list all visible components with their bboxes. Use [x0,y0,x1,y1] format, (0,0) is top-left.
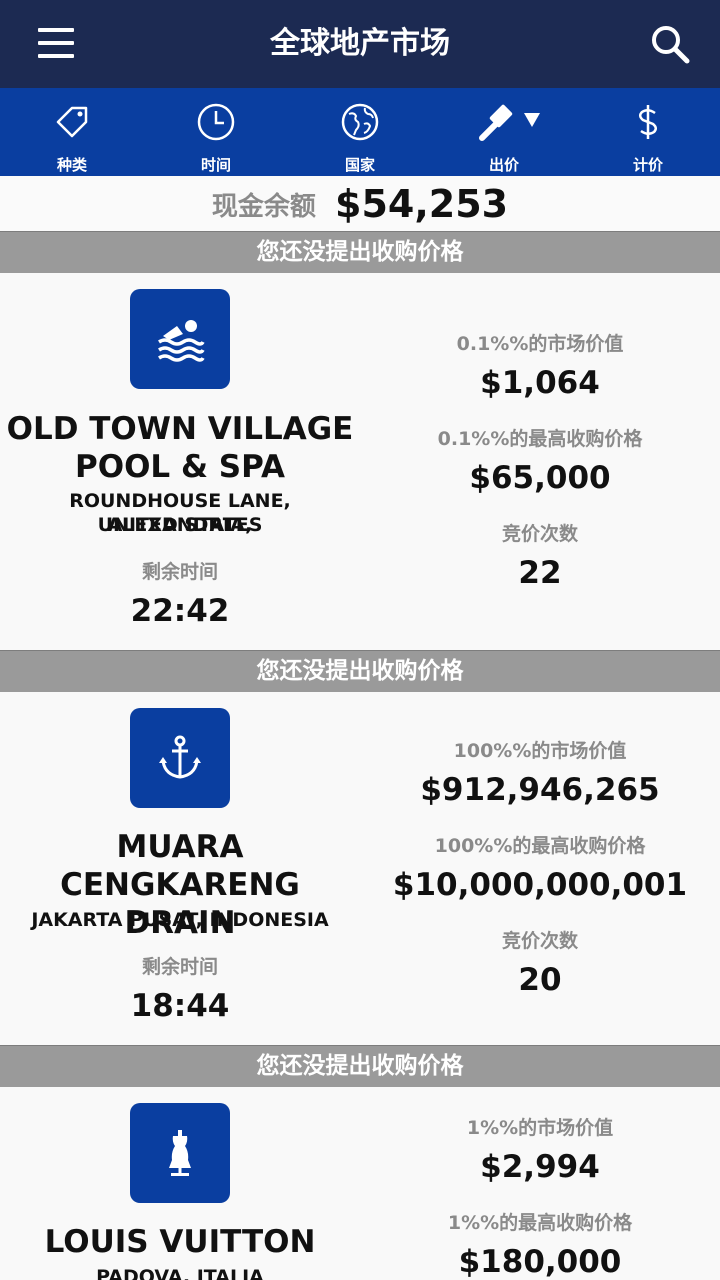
bid-count-label: 竞价次数 [360,519,720,546]
listing-card[interactable]: LOUIS VUITTON PADOVA, ITALIA 1%%的市场价值 $2… [0,1087,720,1280]
market-value: $2,994 [360,1149,720,1185]
time-remaining-value: 22:42 [0,593,360,629]
cash-balance-value: $54,253 [335,182,508,226]
filter-bar: 种类 时间 国家 出价 计价 [0,88,720,176]
anchor-icon [155,733,205,783]
market-value-label: 100%%的市场价值 [360,736,720,763]
listing-icon-tile [130,289,230,389]
listing-status-header: 您还没提出收购价格 [0,1045,720,1087]
swimming-icon [155,314,205,364]
gavel-icon [478,102,518,142]
filter-country-label: 国家 [288,154,432,175]
top-bid-value: $180,000 [360,1244,720,1280]
time-remaining-label: 剩余时间 [0,952,360,979]
top-bid-label: 1%%的最高收购价格 [360,1208,720,1235]
filter-category[interactable]: 种类 [0,88,144,176]
listing-location-line2: UNITED STATES [0,513,360,537]
app-header: 全球地产市场 [0,0,720,88]
listing-name: OLD TOWN VILLAGE [0,410,360,448]
listing-name: LOUIS VUITTON [0,1223,360,1261]
listing-icon-tile [130,708,230,808]
bid-count-value: 20 [360,962,720,998]
listing-name-line2: POOL & SPA [0,448,360,486]
tag-icon [52,102,92,142]
filter-category-label: 种类 [0,154,144,175]
listing-name: MUARA [0,828,360,866]
top-bid-value: $65,000 [360,460,720,496]
market-value-label: 0.1%%的市场价值 [360,329,720,356]
clock-icon [196,102,236,142]
listing-card[interactable]: MUARA CENGKARENG DRAIN JAKARTA PUSAT, IN… [0,692,720,1045]
cash-balance: 现金余额 $54,253 [0,176,720,231]
top-bid-value: $10,000,000,001 [360,867,720,903]
filter-time[interactable]: 时间 [144,88,288,176]
filter-price-label: 计价 [576,154,720,175]
market-value-label: 1%%的市场价值 [360,1113,720,1140]
market-value: $912,946,265 [360,772,720,808]
top-bid-label: 100%%的最高收购价格 [360,831,720,858]
filter-bid-label: 出价 [432,154,576,175]
listing-icon-tile [130,1103,230,1203]
dollar-icon [628,102,668,142]
listing-status-header: 您还没提出收购价格 [0,231,720,273]
globe-icon [340,102,380,142]
filter-time-label: 时间 [144,154,288,175]
page-title: 全球地产市场 [160,0,560,88]
listing-status-header: 您还没提出收购价格 [0,650,720,692]
time-remaining-value: 18:44 [0,988,360,1024]
listing-card[interactable]: OLD TOWN VILLAGE POOL & SPA ROUNDHOUSE L… [0,273,720,650]
search-icon[interactable] [648,22,692,66]
filter-price[interactable]: 计价 [576,88,720,176]
filter-country[interactable]: 国家 [288,88,432,176]
market-value: $1,064 [360,365,720,401]
filter-bid[interactable]: 出价 [432,88,576,176]
time-remaining-label: 剩余时间 [0,557,360,584]
bid-count-label: 竞价次数 [360,926,720,953]
top-bid-label: 0.1%%的最高收购价格 [360,424,720,451]
mannequin-icon [155,1128,205,1178]
chevron-down-icon [524,113,540,127]
hamburger-menu-icon[interactable] [32,26,80,62]
listing-location: PADOVA, ITALIA [0,1265,360,1280]
listing-location: JAKARTA PUSAT, INDONESIA [0,908,360,932]
cash-balance-label: 现金余额 [212,186,316,223]
bid-count-value: 22 [360,555,720,591]
